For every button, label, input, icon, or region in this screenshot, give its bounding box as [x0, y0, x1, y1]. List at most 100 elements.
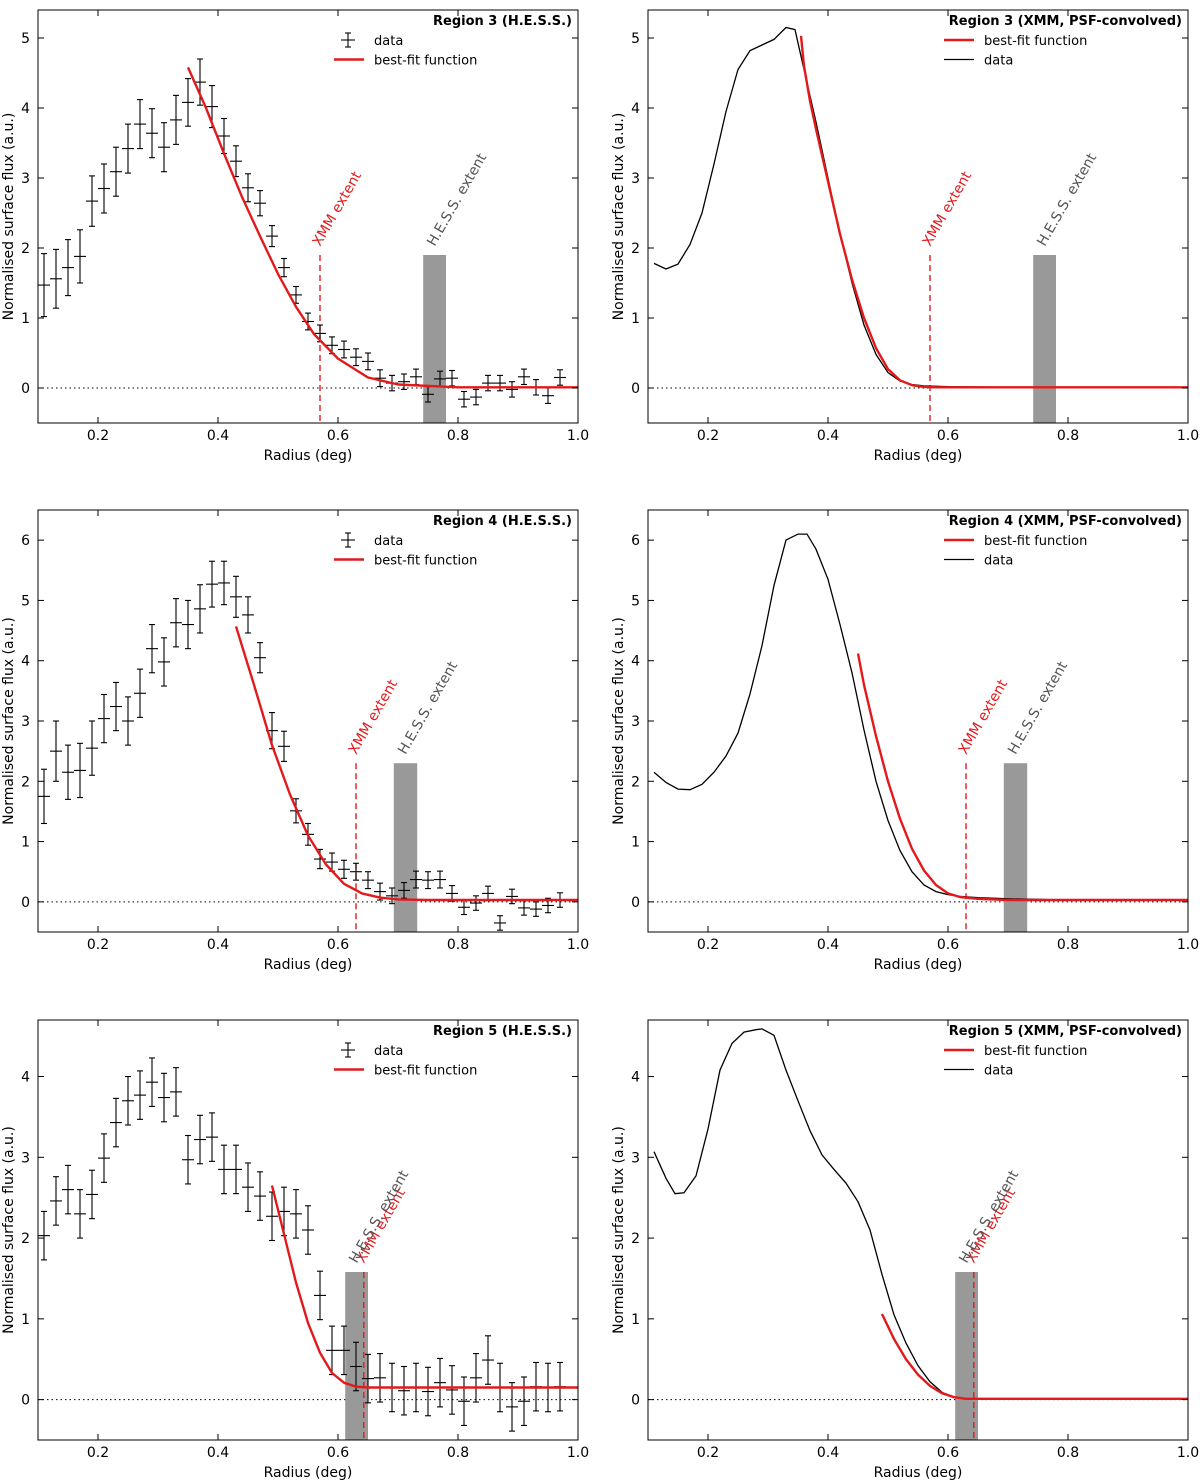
- data-point: [38, 253, 50, 318]
- hess-extent-label: H.E.S.S. extent: [395, 658, 461, 757]
- y-tick-label: 4: [631, 1070, 640, 1086]
- best-fit-curve: [880, 1313, 1188, 1401]
- y-tick-label: 6: [21, 533, 30, 549]
- plot-area: [648, 26, 1188, 423]
- y-tick-label: 5: [631, 31, 640, 47]
- legend-label: data: [984, 1064, 1013, 1079]
- x-tick-label: 0.4: [207, 1445, 229, 1461]
- y-tick-label: 3: [21, 714, 30, 730]
- data-point: [422, 1366, 434, 1417]
- data-point: [350, 862, 362, 881]
- chart-title: Region 3 (XMM, PSF-convolved): [949, 14, 1182, 29]
- data-point: [218, 560, 230, 606]
- legend-entry: best-fit function: [944, 34, 1087, 49]
- hess-extent-band: [393, 763, 418, 932]
- y-tick-label: 4: [21, 654, 30, 670]
- plot-frame: [37, 1019, 579, 1441]
- data-point: [170, 94, 182, 145]
- plot-area: [38, 560, 578, 932]
- data-point: [146, 108, 158, 159]
- best-fit-curve: [186, 66, 578, 389]
- data-point: [194, 58, 206, 106]
- data-point: [398, 373, 410, 390]
- data-point: [122, 123, 134, 174]
- data-point: [506, 381, 518, 398]
- y-tick-label: 0: [631, 895, 640, 911]
- data-point: [470, 895, 482, 911]
- data-point: [518, 900, 530, 916]
- data-point: [158, 122, 170, 173]
- data-point: [218, 1144, 230, 1195]
- x-tick-label: 1.0: [1177, 428, 1199, 444]
- hess-extent-band: [955, 1272, 978, 1440]
- legend-label: data: [984, 554, 1013, 569]
- x-axis-label: Radius (deg): [264, 957, 353, 973]
- y-axis-label: Normalised surface flux (a.u.): [611, 113, 627, 321]
- x-tick-label: 0.8: [447, 428, 469, 444]
- chart-title: Region 5 (XMM, PSF-convolved): [949, 1024, 1182, 1039]
- data-point: [458, 899, 470, 916]
- data-point: [470, 1353, 482, 1403]
- legend-entry: data: [944, 1064, 1013, 1079]
- data-point: [50, 1176, 62, 1226]
- data-point: [194, 1114, 206, 1165]
- y-axis-label: Normalised surface flux (a.u.): [1, 1126, 17, 1334]
- data-point: [386, 887, 398, 905]
- y-tick-label: 2: [631, 774, 640, 790]
- data-point: [410, 870, 422, 889]
- y-tick-label: 3: [21, 1150, 30, 1166]
- data-point: [230, 575, 242, 618]
- x-tick-label: 0.2: [87, 937, 109, 953]
- x-tick-label: 0.8: [447, 1445, 469, 1461]
- x-tick-label: 0.2: [87, 1445, 109, 1461]
- plot-frame: [647, 1019, 1189, 1441]
- data-point: [506, 1382, 518, 1432]
- y-tick-label: 2: [631, 241, 640, 257]
- legend: best-fit function data: [944, 34, 1087, 69]
- data-point: [302, 312, 314, 331]
- x-axis-label: Radius (deg): [874, 957, 963, 973]
- data-point: [266, 225, 278, 248]
- legend: data best-fit function: [334, 1042, 477, 1079]
- y-tick-label: 4: [21, 1070, 30, 1086]
- data-point: [326, 852, 338, 872]
- x-tick-label: 1.0: [567, 1445, 589, 1461]
- data-point: [110, 681, 122, 732]
- legend-entry: data: [341, 1042, 403, 1059]
- y-tick-label: 5: [631, 593, 640, 609]
- data-point: [482, 885, 494, 902]
- data-point: [314, 1270, 326, 1321]
- y-tick-label: 0: [21, 1393, 30, 1409]
- data-point: [170, 1067, 182, 1117]
- y-tick-label: 1: [631, 311, 640, 327]
- data-point: [170, 598, 182, 648]
- legend-label: data: [374, 534, 403, 549]
- legend-entry: data: [944, 554, 1013, 569]
- x-tick-label: 0.4: [207, 428, 229, 444]
- y-axis-label: Normalised surface flux (a.u.): [1, 617, 17, 825]
- x-tick-label: 0.8: [1057, 428, 1079, 444]
- y-tick-label: 0: [21, 895, 30, 911]
- x-tick-label: 0.6: [937, 937, 959, 953]
- data-errorbars: [38, 58, 566, 408]
- data-point: [278, 257, 290, 278]
- data-point: [434, 1357, 446, 1408]
- data-point: [518, 1376, 530, 1427]
- x-tick-label: 0.2: [697, 1445, 719, 1461]
- x-tick-label: 0.2: [697, 428, 719, 444]
- legend-label: best-fit function: [374, 554, 477, 569]
- hess-extent-band: [423, 255, 446, 423]
- x-tick-label: 0.4: [207, 937, 229, 953]
- y-tick-label: 4: [631, 101, 640, 117]
- data-point: [146, 623, 158, 674]
- y-tick-label: 3: [631, 714, 640, 730]
- best-fit-curve: [799, 35, 1188, 389]
- best-fit-curve: [234, 626, 578, 902]
- legend-label: best-fit function: [984, 34, 1087, 49]
- legend-label: data: [984, 54, 1013, 69]
- data-point: [362, 871, 374, 890]
- x-tick-label: 0.6: [327, 937, 349, 953]
- legend-label: best-fit function: [984, 1044, 1087, 1059]
- x-tick-label: 0.8: [1057, 1445, 1079, 1461]
